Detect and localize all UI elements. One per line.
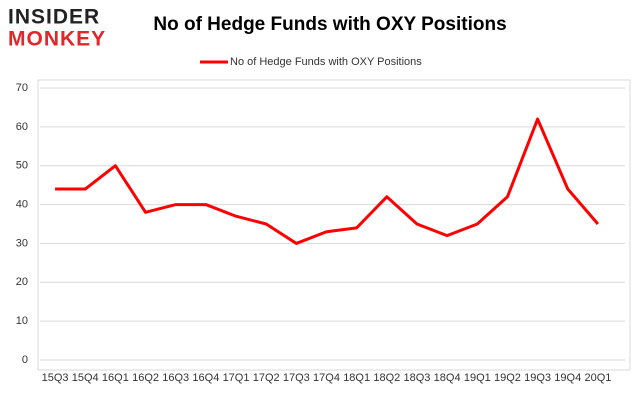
y-tick-label: 20 <box>16 276 28 288</box>
y-tick-label: 50 <box>16 160 28 172</box>
y-tick-label: 10 <box>16 315 28 327</box>
x-tick-label: 17Q3 <box>283 372 310 384</box>
x-tick-label: 19Q3 <box>524 372 551 384</box>
chart-title: No of Hedge Funds with OXY Positions <box>153 14 506 35</box>
x-tick-label: 19Q2 <box>494 372 521 384</box>
x-tick-label: 17Q1 <box>223 372 250 384</box>
logo-bottom: MONKEY <box>8 28 106 51</box>
x-tick-label: 18Q2 <box>373 372 400 384</box>
x-tick-label: 18Q4 <box>434 372 461 384</box>
x-tick-label: 19Q4 <box>554 372 581 384</box>
x-tick-label: 18Q1 <box>343 372 370 384</box>
y-tick-label: 0 <box>22 354 28 366</box>
x-tick-label: 15Q3 <box>42 372 69 384</box>
x-tick-label: 19Q1 <box>464 372 491 384</box>
y-tick-label: 30 <box>16 237 28 249</box>
logo-top: INSIDER <box>8 6 100 29</box>
x-tick-label: 16Q1 <box>102 372 129 384</box>
y-tick-label: 40 <box>16 198 28 210</box>
x-tick-label: 16Q3 <box>162 372 189 384</box>
y-tick-label: 70 <box>16 82 28 94</box>
x-tick-label: 18Q3 <box>404 372 431 384</box>
x-tick-label: 16Q2 <box>132 372 159 384</box>
x-tick-label: 17Q2 <box>253 372 280 384</box>
x-tick-label: 16Q4 <box>192 372 219 384</box>
legend-label: No of Hedge Funds with OXY Positions <box>230 56 422 68</box>
x-tick-label: 20Q1 <box>584 372 611 384</box>
plot-border <box>37 79 631 371</box>
y-tick-label: 60 <box>16 121 28 133</box>
x-tick-label: 15Q4 <box>72 372 99 384</box>
x-tick-label: 17Q4 <box>313 372 340 384</box>
line <box>55 117 600 245</box>
